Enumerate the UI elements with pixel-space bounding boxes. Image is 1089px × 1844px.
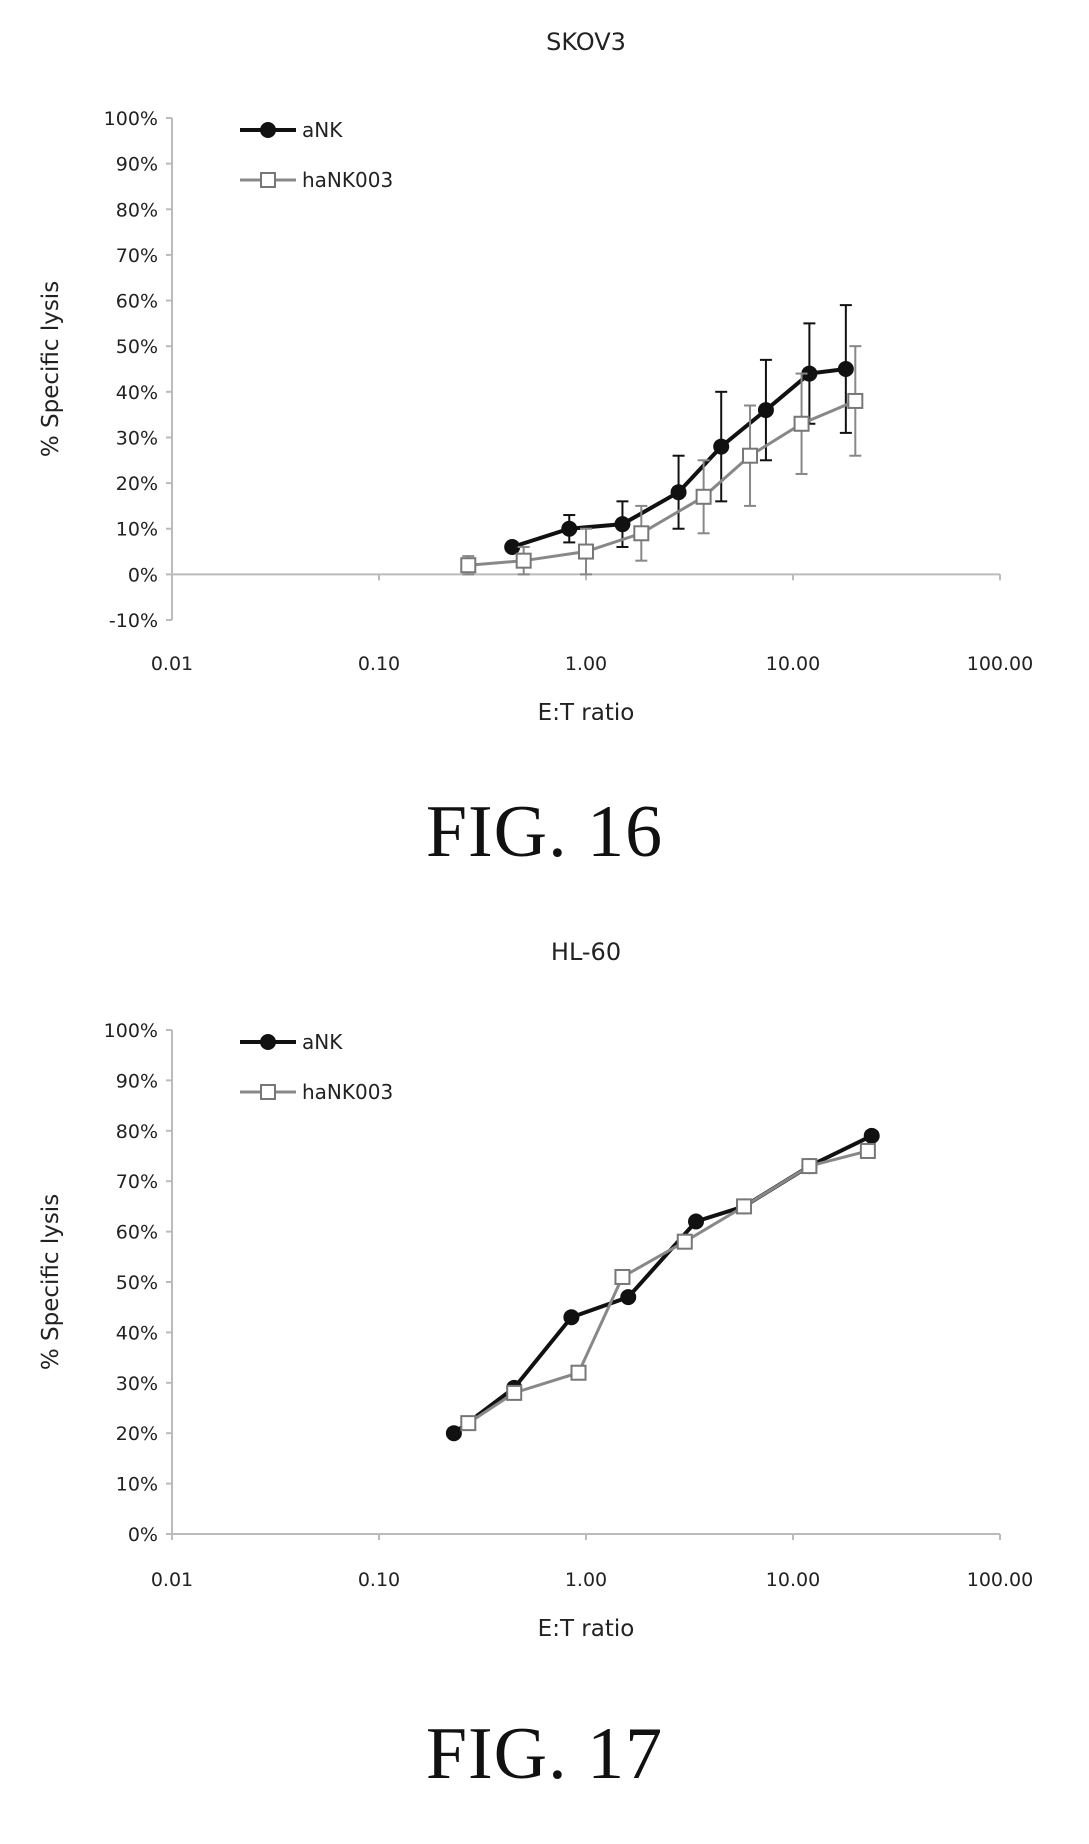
y-tick-label: 50% [116, 336, 158, 358]
figure-caption-17: FIG. 17 [425, 1713, 664, 1795]
y-tick-label: 90% [116, 154, 158, 176]
x-tick-label: 1.00 [565, 653, 607, 675]
y-axis-label: % Specific lysis [38, 1194, 64, 1370]
y-tick-label: 60% [116, 1222, 158, 1244]
chart-skov3: SKOV3 -10% 0% 10% 20% 30% 40% 50% 60% 70% 80% 90% 10… [38, 28, 1033, 720]
x-tick-label: 1.00 [565, 1569, 607, 1591]
point-hank003 [506, 1384, 523, 1401]
point-hank003 [695, 488, 712, 505]
series-line-hank003 [467, 1149, 869, 1425]
y-tick-label: 50% [116, 1272, 158, 1294]
x-tick-label: 100.00 [967, 653, 1033, 675]
y-tick-label: 0% [128, 564, 158, 586]
point-ank [837, 361, 854, 377]
y-tick-label: 20% [116, 1423, 158, 1445]
chart-hl60: HL-60 0% 10% 20% 30% 40% 50% 60% 70% 80% 90% 100% 0.… [38, 938, 1033, 1642]
y-tick-label: 60% [116, 291, 158, 313]
point-hank003 [801, 1158, 818, 1175]
legend-marker-hank003 [260, 172, 276, 188]
y-tick-label: 100% [104, 108, 158, 130]
y-tick-label: 80% [116, 1121, 158, 1143]
y-tick-label: 90% [116, 1070, 158, 1092]
point-hank003 [742, 447, 759, 464]
x-tick-label: 0.01 [151, 653, 193, 675]
x-axis-label: E:T ratio [538, 1616, 635, 1642]
point-ank [713, 438, 730, 455]
y-tick-label: 20% [116, 473, 158, 495]
point-ank [688, 1213, 705, 1230]
x-tick-label: 0.01 [151, 1569, 193, 1591]
point-ank [561, 520, 578, 537]
y-tick-label: 40% [116, 382, 158, 404]
point-ank [620, 1289, 637, 1306]
x-tick-label: 10.00 [766, 653, 820, 675]
legend-label-hank003: haNK003 [302, 1080, 393, 1104]
y-tick-label: 10% [116, 519, 158, 541]
x-axis-label: E:T ratio [538, 700, 635, 720]
point-ank [757, 402, 774, 419]
figure-caption-16: FIG. 16 [425, 791, 664, 873]
y-tick-label: 10% [116, 1474, 158, 1496]
x-tick-label: 100.00 [967, 1569, 1033, 1591]
point-hank003 [793, 415, 810, 432]
legend-label-ank: aNK [302, 118, 343, 142]
y-axis-label: % Specific lysis [38, 281, 64, 457]
chart-title: SKOV3 [546, 28, 626, 56]
y-tick-label: 40% [116, 1322, 158, 1344]
point-hank003 [847, 392, 864, 409]
legend-marker-ank [260, 122, 276, 138]
point-hank003 [460, 557, 477, 574]
legend-label-ank: aNK [302, 1030, 343, 1054]
y-tick-label: 0% [128, 1524, 158, 1546]
x-tick-label: 0.10 [358, 1569, 400, 1591]
y-tick-label: 30% [116, 427, 158, 449]
point-hank003 [633, 525, 650, 542]
point-ank [614, 516, 631, 533]
point-ank [445, 1425, 462, 1442]
series-line-hank003 [468, 399, 856, 567]
y-tick-label: 70% [116, 245, 158, 267]
point-ank [504, 538, 521, 555]
point-ank [863, 1127, 880, 1144]
point-hank003 [859, 1142, 876, 1159]
point-hank003 [614, 1268, 631, 1285]
legend-marker-hank003 [260, 1084, 276, 1100]
y-tick-label: 80% [116, 199, 158, 221]
point-hank003 [578, 543, 594, 560]
y-tick-label: -10% [109, 610, 158, 632]
point-hank003 [736, 1198, 753, 1215]
y-tick-label: 100% [104, 1020, 158, 1042]
y-tick-label: 70% [116, 1171, 158, 1193]
point-ank [801, 365, 818, 382]
y-tick-label: 30% [116, 1373, 158, 1395]
point-ank [670, 484, 687, 501]
point-ank [563, 1309, 580, 1326]
legend-marker-ank [260, 1034, 276, 1050]
point-hank003 [515, 552, 532, 569]
point-hank003 [676, 1233, 693, 1250]
point-hank003 [570, 1364, 587, 1381]
legend-label-hank003: haNK003 [302, 168, 393, 192]
x-tick-label: 10.00 [766, 1569, 820, 1591]
chart-title: HL-60 [551, 938, 621, 966]
x-tick-label: 0.10 [358, 653, 400, 675]
point-hank003 [460, 1415, 477, 1432]
